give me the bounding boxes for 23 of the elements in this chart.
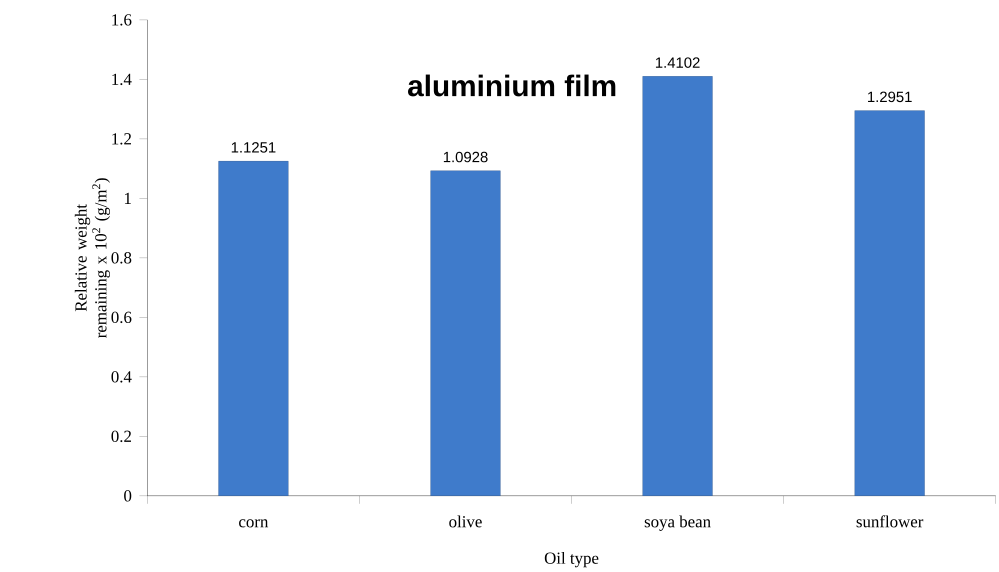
- data-label: 1.2951: [868, 92, 912, 102]
- y-tick-label: 0.8: [111, 252, 132, 264]
- data-label: 1.4102: [656, 58, 700, 68]
- data-label: 1.0928: [444, 152, 488, 163]
- bar: [854, 110, 925, 496]
- y-tick-label: 0.4: [111, 371, 132, 383]
- bar: [642, 76, 713, 496]
- x-tick-label: soya bean: [644, 516, 711, 532]
- y-tick-label: 1.4: [112, 74, 132, 86]
- y-tick-label: 1: [124, 193, 131, 204]
- x-tick-label: olive: [449, 516, 482, 528]
- bar: [430, 170, 501, 496]
- x-tick-label: corn: [239, 520, 268, 528]
- x-tick-label: sunflower: [856, 516, 924, 528]
- y-tick-label: 1.2: [112, 133, 131, 145]
- text: aluminium film: [408, 74, 616, 97]
- y-tick-label: 0: [124, 490, 132, 502]
- bar: [218, 161, 288, 496]
- data-label: 1.1251: [232, 142, 276, 153]
- y-tick-label: 0.2: [111, 430, 131, 442]
- x-axis-title: Oil type: [544, 552, 598, 568]
- y-tick-label: 1.6: [112, 14, 132, 26]
- y-tick-label: 0.6: [111, 312, 132, 324]
